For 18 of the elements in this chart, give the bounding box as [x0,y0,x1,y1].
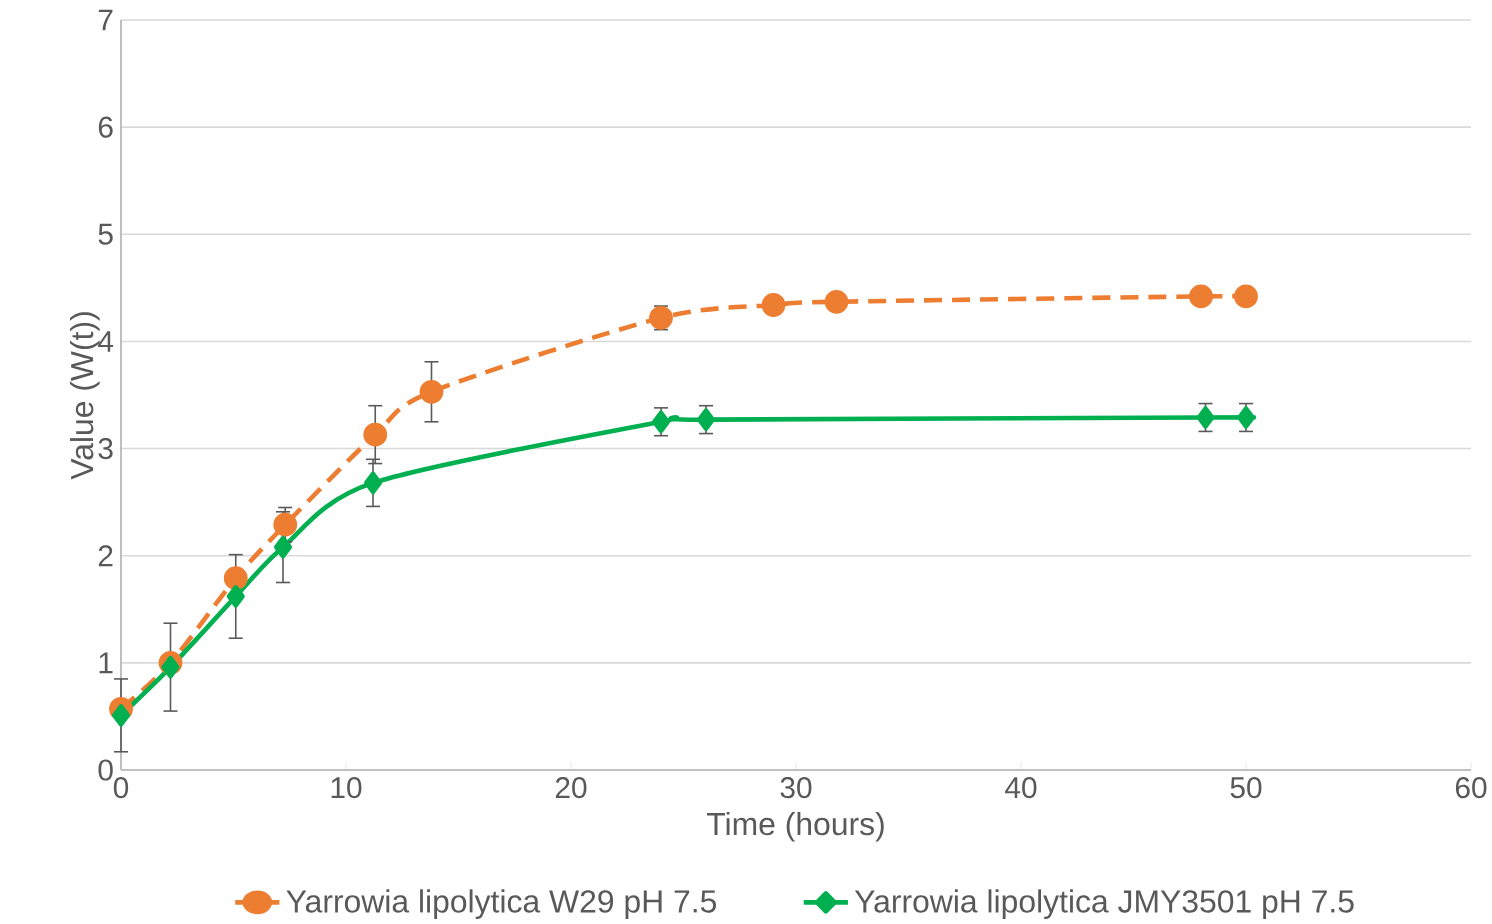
legend-label: Yarrowia lipolytica W29 pH 7.5 [286,889,717,920]
y-tick-label: 0 [98,759,113,781]
x-tick-label: 30 [780,777,812,799]
x-tick-label: 50 [1230,777,1262,799]
y-tick-label: 1 [99,652,113,674]
y-tick-label: 2 [98,545,113,567]
x-tick-label: 60 [1455,777,1487,799]
x-tick-label: 0 [113,777,129,799]
x-axis-title: Time (hours) [706,811,884,842]
y-tick-label: 7 [98,9,113,31]
y-tick-label: 3 [98,437,113,460]
y-tick-label: 6 [98,116,113,138]
x-tick-label: 40 [1005,777,1037,799]
y-tick-label: 4 [98,331,114,352]
legend-label: Yarrowia lipolytica JMY3501 pH 7.5 [854,889,1354,920]
x-tick-label: 20 [555,777,587,799]
x-tick-label: 10 [331,777,362,799]
y-tick-label: 5 [98,223,113,245]
